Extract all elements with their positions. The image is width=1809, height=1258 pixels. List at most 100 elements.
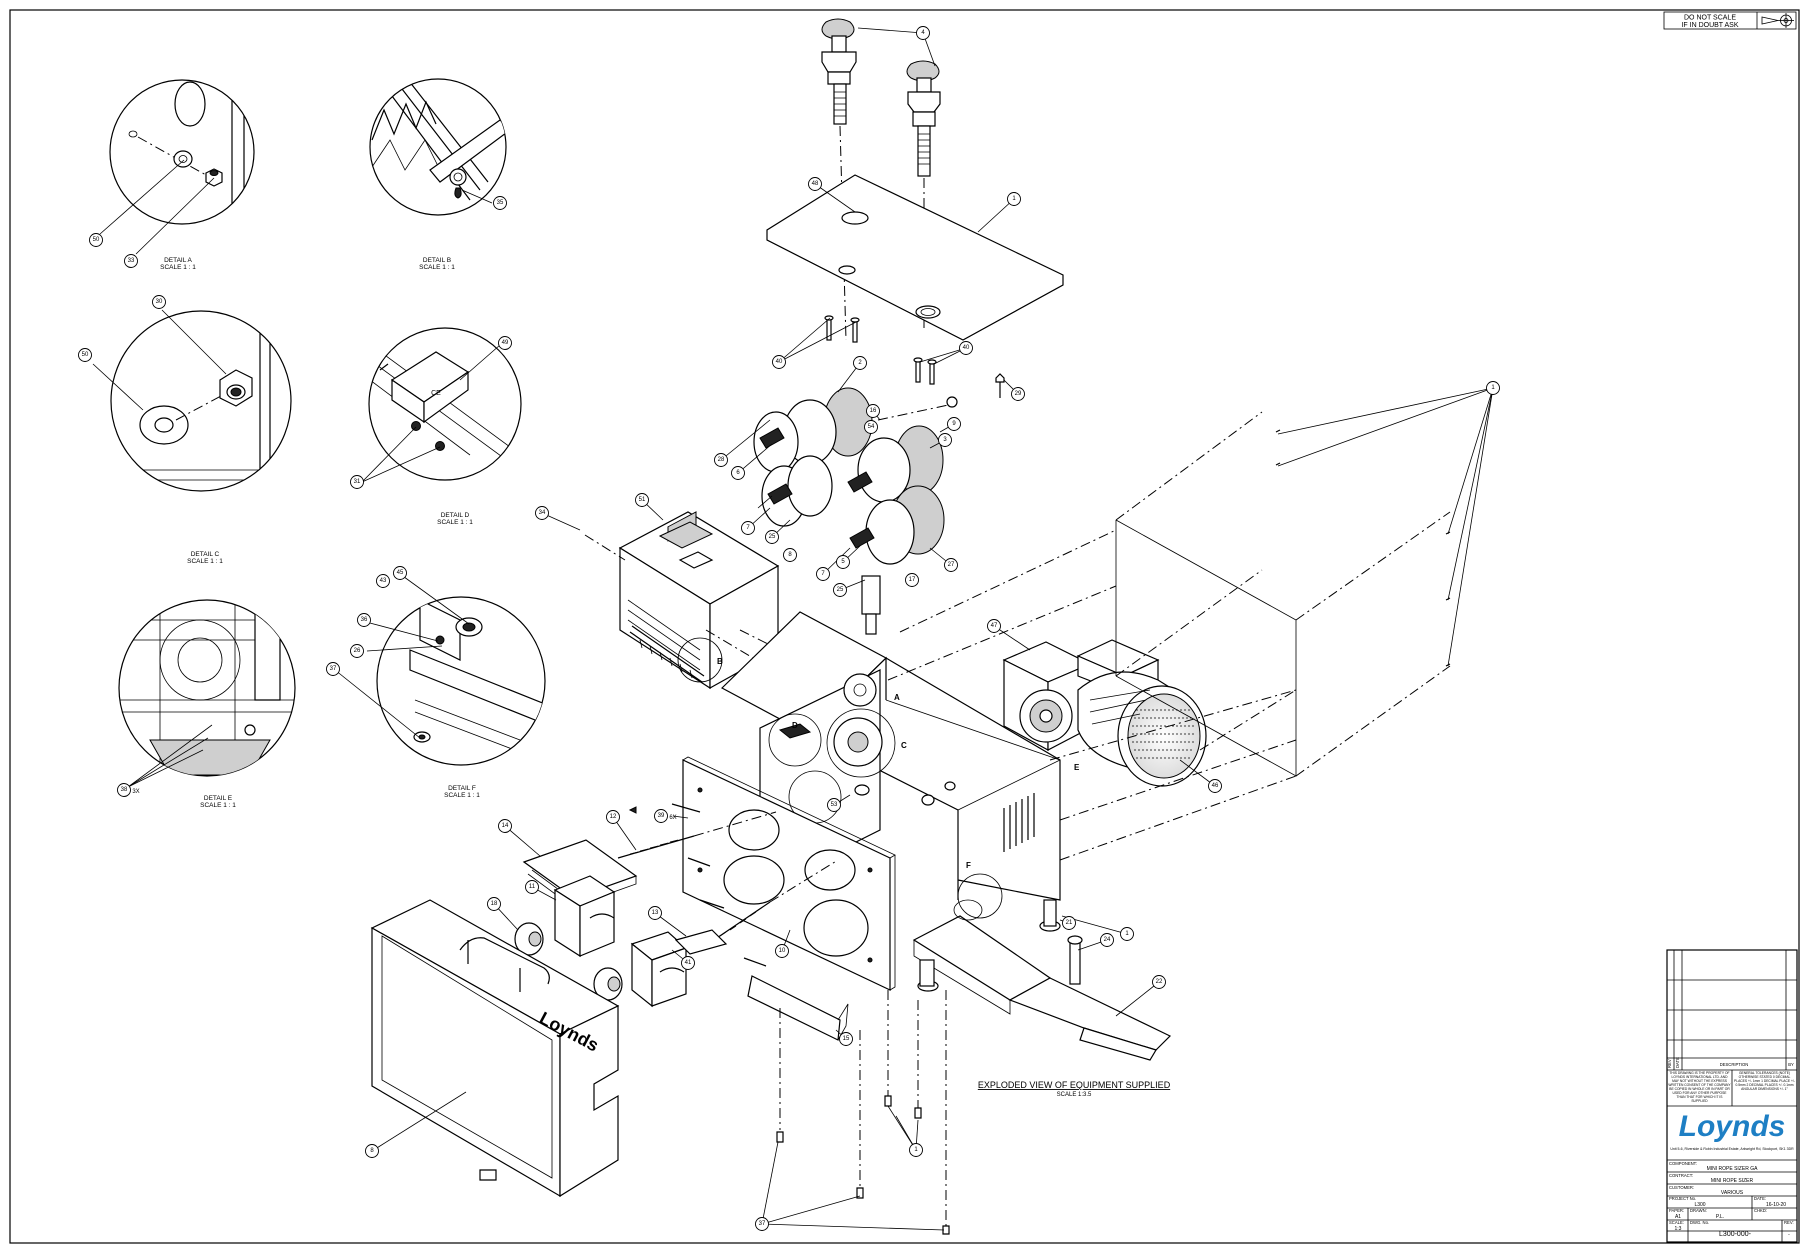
- balloon-31: 31: [350, 475, 364, 489]
- balloon-number: 31: [354, 479, 361, 485]
- balloon-17: 17: [905, 573, 919, 587]
- balloon-13: 13: [648, 906, 662, 920]
- balloon-number: 35: [497, 200, 504, 206]
- balloon-47: 47: [987, 619, 1001, 633]
- balloon-number: 51: [639, 497, 646, 503]
- knob-left: [821, 18, 857, 125]
- balloon-number: 16: [870, 408, 877, 414]
- balloon-35: 35: [493, 196, 507, 210]
- balloon-number: 8: [788, 552, 792, 558]
- top-plate-screws: [824, 315, 937, 385]
- balloon-number: 7: [746, 525, 750, 531]
- detail-e-scale: SCALE 1 : 1: [200, 802, 236, 809]
- balloon-30: 30: [152, 295, 166, 309]
- balloon-number: 50: [93, 237, 100, 243]
- balloon-number: 25: [837, 587, 844, 593]
- balloon-50: 50: [89, 233, 103, 247]
- balloon-number: 4: [921, 30, 925, 36]
- exploded-view: B A C D: [370, 18, 1494, 1235]
- detail-f-scale: SCALE 1 : 1: [444, 792, 480, 799]
- detail-d-title: DETAIL D: [441, 512, 470, 519]
- tb-dwg-label: DWG. No.: [1690, 1220, 1709, 1225]
- tb-notice: THIS DRAWING IS THE PROPERTY OF LOYNDS I…: [1668, 1071, 1730, 1103]
- balloon-qty: 3X: [132, 789, 139, 795]
- tb-contract-label: CONTRACT:: [1669, 1173, 1693, 1178]
- detail-d: CE DETAIL D SCALE 1 : 1: [361, 327, 522, 526]
- balloon-number: 1: [1125, 931, 1129, 937]
- view-title: EXPLODED VIEW OF EQUIPMENT SUPPLIED: [978, 1080, 1171, 1090]
- view-scale: SCALE 1:3.5: [1057, 1092, 1092, 1098]
- balloon-39: 39 6X: [654, 809, 677, 823]
- tb-project: L300: [1694, 1202, 1705, 1208]
- detail-a: DETAIL A SCALE 1 : 1: [99, 79, 255, 271]
- balloon-3: 3: [938, 433, 952, 447]
- balloon-number: 37: [330, 666, 337, 672]
- detail-e-title: DETAIL E: [204, 795, 233, 802]
- balloon-40: 40: [772, 355, 786, 369]
- balloon-50: 50: [78, 348, 92, 362]
- front-plate-bolts: [628, 803, 767, 967]
- balloon-16: 16: [866, 404, 880, 418]
- balloon-number: 39: [658, 813, 665, 819]
- balloon-8: 8: [365, 1144, 379, 1158]
- balloon-number: 11: [529, 884, 536, 890]
- balloon-qty: 6X: [669, 815, 676, 821]
- tb-address: Unit 5-6, Riverside & Robin Industrial E…: [1670, 1147, 1793, 1151]
- stamp-line2: IF IN DOUBT ASK: [1681, 22, 1738, 29]
- floor-fixings: [776, 990, 950, 1235]
- balloon-8: 8: [783, 548, 797, 562]
- leaders-1-right: [1277, 387, 1494, 667]
- balloon-number: 21: [1066, 920, 1073, 926]
- tb-scale-label: SCALE:: [1669, 1220, 1684, 1225]
- balloon-43: 43: [376, 574, 390, 588]
- projection-symbol-icon: [1761, 13, 1794, 28]
- balloon-number: 24: [1104, 937, 1111, 943]
- detail-b: DETAIL B SCALE 1 : 1: [369, 78, 507, 271]
- balloon-51: 51: [635, 493, 649, 507]
- letter-e: E: [1074, 763, 1080, 772]
- balloon-21: 21: [1062, 916, 1076, 930]
- balloon-33: 33: [124, 254, 138, 268]
- balloon-number: 15: [843, 1036, 850, 1042]
- balloon-25: 25: [833, 583, 847, 597]
- balloon-number: 40: [963, 345, 970, 351]
- balloon-number: 7: [821, 571, 825, 577]
- bracket-15: [747, 975, 841, 1041]
- tb-component-label: COMPONENT:: [1669, 1161, 1697, 1166]
- balloon-number: 18: [491, 901, 498, 907]
- balloon-36: 36: [357, 613, 371, 627]
- balloon-number: 47: [991, 623, 998, 629]
- balloon-7: 7: [816, 567, 830, 581]
- letter-d: D: [792, 721, 798, 730]
- balloon-number: 26: [354, 648, 361, 654]
- detail-a-title: DETAIL A: [164, 257, 192, 264]
- detail-c-scale: SCALE 1 : 1: [187, 558, 223, 565]
- detail-b-title: DETAIL B: [423, 257, 451, 264]
- balloon-41: 41: [681, 956, 695, 970]
- balloon-number: 1: [1491, 385, 1495, 391]
- balloon-46: 46: [1208, 779, 1222, 793]
- balloon-7: 7: [741, 521, 755, 535]
- balloon-14: 14: [498, 819, 512, 833]
- detail-c-title: DETAIL C: [191, 551, 220, 558]
- balloon-number: 22: [1156, 979, 1163, 985]
- part-balloons: 4148404022991654328625758727172551344746…: [78, 26, 1500, 1231]
- balloon-number: 1: [1012, 196, 1016, 202]
- tb-date: 16-10-20: [1766, 1202, 1786, 1208]
- do-not-scale-stamp: DO NOT SCALE IF IN DOUBT ASK: [1663, 11, 1797, 30]
- balloon-number: 50: [82, 352, 89, 358]
- roller-block-11: [553, 875, 616, 958]
- balloon-number: 17: [909, 577, 916, 583]
- tb-paper-label: PAPER:: [1669, 1208, 1684, 1213]
- tb-rev-label: REV:: [1784, 1220, 1794, 1225]
- detail-f: DETAIL F SCALE 1 : 1: [334, 573, 546, 799]
- balloon-number: 40: [776, 359, 783, 365]
- balloon-number: 12: [610, 814, 617, 820]
- title-block: REV DATE DESCRIPTION BY THIS DRAWING IS …: [1666, 949, 1798, 1243]
- balloon-37: 37: [326, 662, 340, 676]
- tb-drawn: P.L.: [1716, 1214, 1724, 1220]
- balloon-number: 14: [502, 823, 509, 829]
- balloon-number: 36: [361, 617, 368, 623]
